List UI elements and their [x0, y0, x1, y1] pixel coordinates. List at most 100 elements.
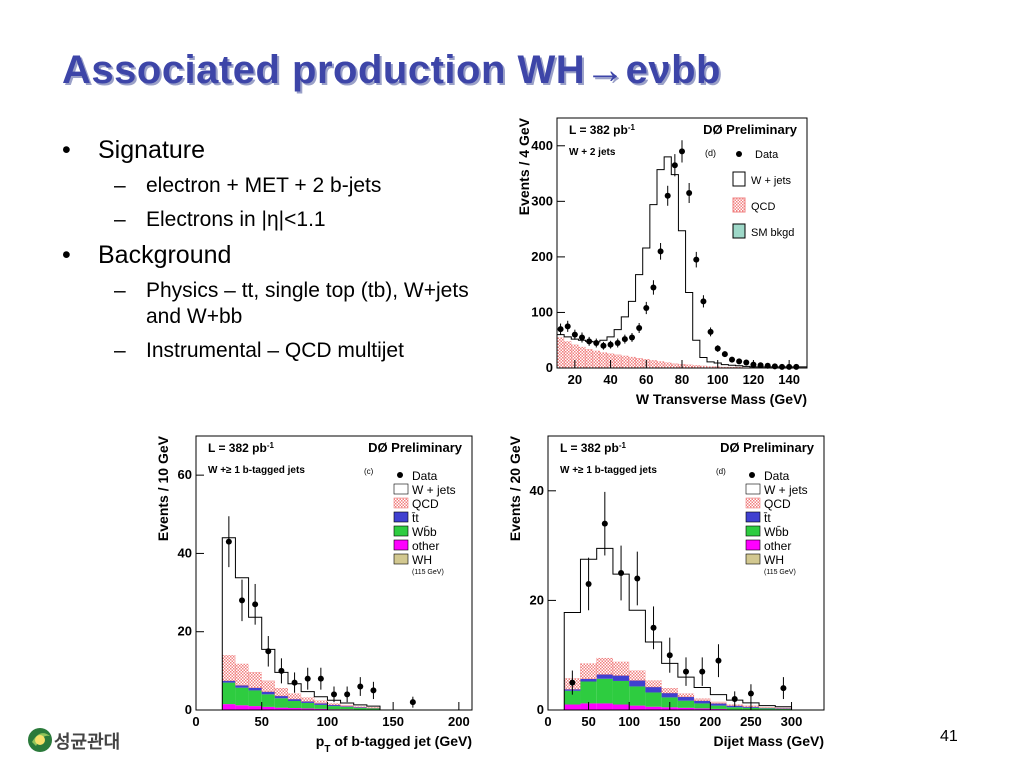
qcd-bar: [677, 693, 695, 698]
x-tick-label: 80: [675, 372, 689, 387]
legend-label: other: [764, 539, 791, 553]
wjets-bar: [671, 174, 679, 364]
legend-label: W + jets: [751, 175, 792, 187]
wjets-bar: [645, 642, 662, 681]
sub-bullet-text: Physics – tt, single top (tb), W+jets an…: [146, 279, 469, 328]
legend-label: Data: [764, 469, 790, 483]
x-tick-label: 20: [568, 372, 582, 387]
legend-label: W + jets: [764, 483, 808, 497]
bullet-dash: –: [114, 208, 126, 231]
wjets-bar: [721, 364, 729, 367]
legend-wjets-swatch: [732, 171, 746, 187]
y-tick-label: 400: [531, 138, 553, 153]
legend-swatch: [745, 525, 761, 537]
panel-label: (d): [705, 148, 716, 158]
data-point: [666, 652, 673, 659]
wbb-bar: [366, 708, 380, 710]
wbb-bar: [596, 678, 613, 704]
qcd-bar: [314, 700, 328, 704]
ttbar-bar: [710, 703, 727, 706]
logo-text: 성균관대: [54, 732, 121, 753]
page-number: 41: [940, 728, 958, 745]
qcd-bar: [300, 697, 315, 702]
x-tick-label: 250: [740, 714, 762, 729]
luminosity-label: L = 382 pb-1: [569, 123, 635, 138]
qcd-bar: [274, 687, 289, 697]
ttbar-bar: [775, 708, 792, 709]
data-point: [593, 340, 600, 346]
qcd-bar: [556, 337, 565, 369]
wjets-bar: [699, 357, 707, 366]
legend-swatch: [393, 483, 409, 495]
x-tick-label: 100: [317, 714, 339, 729]
legend-swatch: [745, 553, 761, 565]
wjets-bar: [314, 696, 328, 701]
data-point: [715, 657, 722, 664]
data-point: [671, 162, 678, 169]
ttbar-bar: [661, 693, 678, 698]
other-bar: [612, 704, 630, 710]
data-point: [291, 679, 298, 686]
wbb-bar: [677, 700, 695, 708]
wjets-bar: [661, 663, 678, 689]
wjets-bar: [657, 169, 665, 362]
luminosity-label: L = 382 pb-1: [560, 441, 626, 456]
ttbar-bar: [327, 704, 341, 707]
ttbar-bar: [629, 680, 646, 687]
wjets-bar: [694, 687, 711, 699]
ttbar-bar: [759, 707, 776, 709]
data-point: [679, 148, 685, 155]
wjets-bar: [692, 340, 700, 366]
b-jet-pt-chart: 0 50 100 150 200 0 20 40 60 pT of b-tagged jet (G…: [155, 435, 473, 755]
total-mc-outline: [221, 537, 381, 710]
y-tick-label: 100: [531, 304, 553, 319]
data-point: [764, 362, 771, 369]
legend-label: WH: [764, 553, 784, 567]
qcd-bar: [261, 680, 276, 692]
ttbar-bar: [340, 706, 354, 707]
sub-bullet-text: Electrons in |η|<1.1: [146, 208, 326, 231]
legend-label: Wb̄b: [412, 525, 437, 539]
legend-swatch: [393, 553, 409, 565]
data-point: [634, 575, 641, 582]
qcd-bar: [340, 704, 354, 707]
qcd-bar: [578, 346, 586, 369]
qcd-bar: [287, 693, 302, 700]
x-tick-label: 200: [700, 714, 722, 729]
other-bar: [596, 703, 613, 710]
x-axis-label: pT of b-tagged jet (GeV): [316, 733, 472, 755]
legend-label: QCD: [412, 497, 439, 511]
wbb-bar: [612, 680, 630, 705]
ttbar-bar: [677, 696, 695, 701]
legend-label: t̄t: [412, 511, 420, 525]
legend-swatch: [745, 539, 761, 551]
legend-swatch: [745, 511, 761, 523]
qcd-bar: [596, 657, 614, 675]
wjets-bar: [728, 365, 736, 367]
wbb-bar: [274, 698, 288, 708]
data-point: [636, 325, 643, 331]
ttbar-bar: [274, 695, 288, 699]
data-point: [683, 668, 689, 675]
y-tick-label: 20: [530, 592, 544, 607]
x-tick-label: 150: [659, 714, 681, 729]
other-bar: [314, 708, 328, 710]
y-tick-label: 200: [531, 249, 553, 264]
data-point: [409, 699, 416, 706]
data-point: [331, 691, 337, 698]
wjets-bar: [707, 361, 715, 367]
data-point: [225, 538, 232, 545]
qcd-bar: [592, 350, 601, 369]
bullet-list: • Signature – electron + MET + 2 b-jets – E…: [62, 136, 482, 372]
sub-bullet: – Electrons in |η|<1.1: [62, 207, 482, 233]
y-tick-label: 0: [546, 360, 553, 375]
data-point: [585, 580, 592, 587]
sub-bullet: – electron + MET + 2 b-jets: [62, 173, 482, 199]
other-bar: [248, 706, 262, 710]
wjets-bar: [353, 704, 367, 707]
data-point: [239, 597, 245, 604]
w-transverse-mass-chart: 20 40 60 80 100 120 140 0 100 200 300 400 W Transver…: [516, 117, 808, 407]
qcd-bar: [353, 706, 368, 708]
legend-label: Data: [412, 469, 438, 483]
x-tick-label: 50: [254, 714, 268, 729]
